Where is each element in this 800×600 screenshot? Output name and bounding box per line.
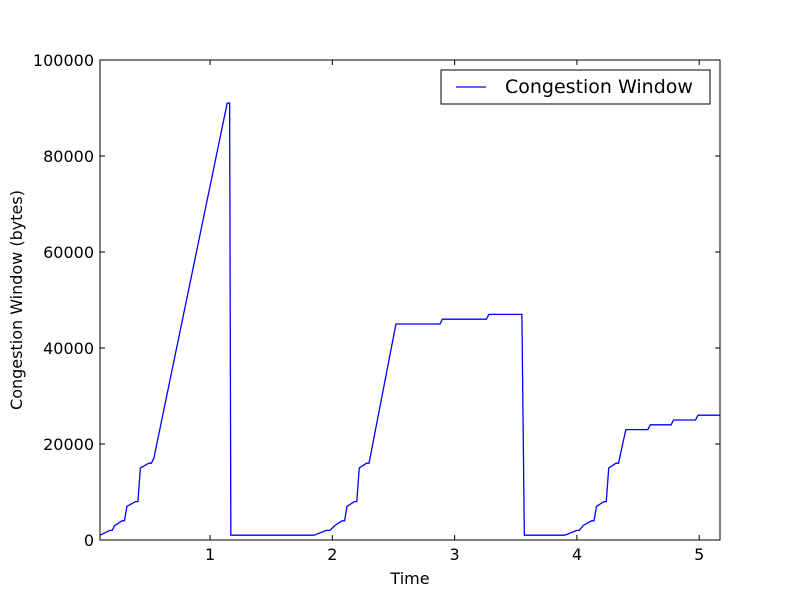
series-layer: [99, 102, 720, 536]
legend: Congestion Window: [440, 69, 711, 105]
y-tick-label: 0: [84, 531, 94, 550]
x-tick-label: 4: [572, 545, 582, 564]
x-tick-label: 5: [694, 545, 704, 564]
x-tick-label: 1: [205, 545, 215, 564]
legend-label: Congestion Window: [505, 76, 693, 98]
y-tick-label: 60000: [43, 243, 94, 262]
x-axis-label: Time: [389, 569, 429, 588]
plot-area: [100, 60, 720, 540]
y-tick-label: 100000: [33, 51, 94, 70]
y-tick-label: 80000: [43, 147, 94, 166]
ticks-layer: 1 2 3 4 5 0 20000 40000 60000 80000 100000: [33, 51, 720, 564]
plot-frame: [99, 59, 721, 541]
x-tick-label: 3: [450, 545, 460, 564]
y-axis-label: Congestion Window (bytes): [7, 190, 26, 410]
series-line-congestion-window: [99, 102, 720, 536]
x-tick-label: 2: [327, 545, 337, 564]
y-tick-label: 20000: [43, 435, 94, 454]
y-tick-label: 40000: [43, 339, 94, 358]
